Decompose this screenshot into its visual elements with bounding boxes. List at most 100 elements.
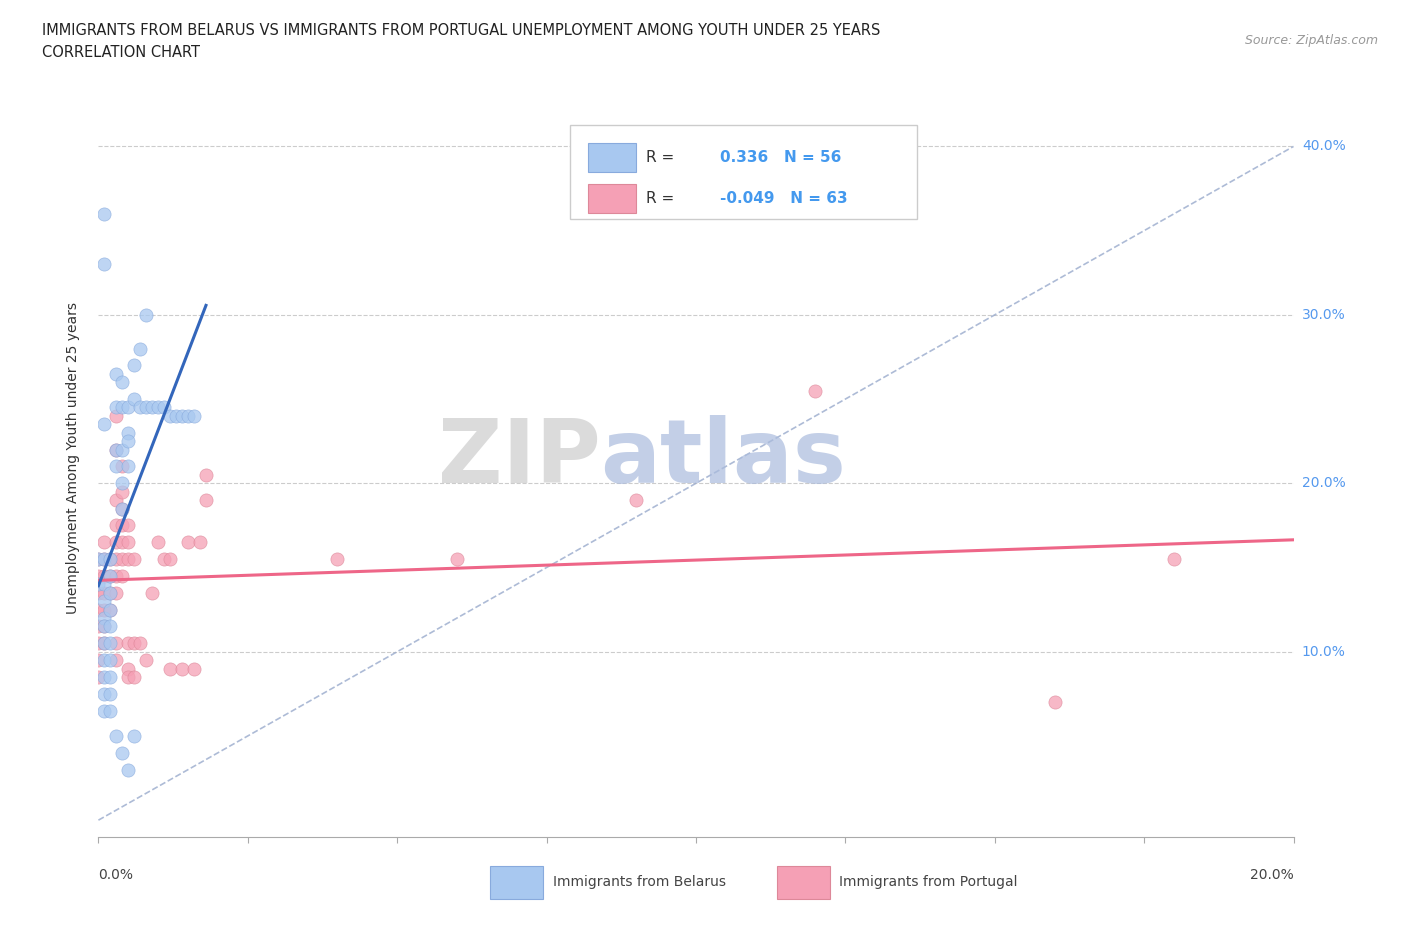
Point: [93, 611, 115, 626]
Point: [117, 551, 139, 566]
Point: [117, 535, 139, 550]
Point: [87, 636, 110, 651]
Point: [111, 551, 134, 566]
FancyBboxPatch shape: [491, 866, 543, 899]
Point: [129, 400, 152, 415]
Point: [87, 568, 110, 583]
Point: [111, 568, 134, 583]
Point: [105, 442, 128, 457]
Point: [93, 636, 115, 651]
FancyBboxPatch shape: [778, 866, 830, 899]
Point: [111, 501, 134, 516]
Text: 30.0%: 30.0%: [1302, 308, 1346, 322]
Point: [624, 493, 647, 508]
Point: [98, 568, 122, 583]
Point: [1043, 695, 1066, 710]
Point: [172, 408, 194, 423]
Point: [98, 585, 122, 600]
Text: Immigrants from Portugal: Immigrants from Portugal: [839, 875, 1018, 889]
Text: R =: R =: [645, 150, 679, 165]
Text: 20.0%: 20.0%: [1302, 476, 1346, 490]
Text: R =: R =: [645, 191, 679, 206]
Point: [159, 551, 181, 566]
Text: IMMIGRANTS FROM BELARUS VS IMMIGRANTS FROM PORTUGAL UNEMPLOYMENT AMONG YOUTH UND: IMMIGRANTS FROM BELARUS VS IMMIGRANTS FR…: [42, 23, 880, 38]
Point: [98, 653, 122, 668]
Point: [177, 408, 200, 423]
Point: [124, 551, 146, 566]
Point: [804, 383, 827, 398]
Point: [446, 551, 468, 566]
Point: [117, 459, 139, 474]
Point: [93, 568, 115, 583]
Point: [105, 636, 128, 651]
Point: [124, 358, 146, 373]
Point: [183, 408, 205, 423]
Point: [105, 442, 128, 457]
Point: [93, 670, 115, 684]
Y-axis label: Unemployment Among Youth under 25 years: Unemployment Among Youth under 25 years: [66, 302, 80, 614]
Point: [111, 518, 134, 533]
Point: [111, 745, 134, 760]
Point: [1163, 551, 1185, 566]
FancyBboxPatch shape: [571, 125, 917, 219]
Point: [105, 653, 128, 668]
Text: Source: ZipAtlas.com: Source: ZipAtlas.com: [1244, 34, 1378, 47]
Text: Immigrants from Belarus: Immigrants from Belarus: [553, 875, 725, 889]
Point: [117, 433, 139, 448]
Point: [153, 551, 176, 566]
Point: [98, 636, 122, 651]
Point: [117, 400, 139, 415]
Point: [93, 551, 115, 566]
Point: [93, 653, 115, 668]
Point: [159, 408, 181, 423]
Point: [124, 728, 146, 743]
Point: [93, 686, 115, 701]
Point: [105, 728, 128, 743]
Point: [148, 400, 170, 415]
Text: 0.336   N = 56: 0.336 N = 56: [720, 150, 841, 165]
Point: [105, 400, 128, 415]
Point: [159, 661, 181, 676]
Point: [98, 551, 122, 566]
Point: [98, 703, 122, 718]
Point: [87, 603, 110, 618]
Point: [117, 661, 139, 676]
Point: [135, 653, 157, 668]
Text: 20.0%: 20.0%: [1250, 868, 1294, 882]
Point: [87, 551, 110, 566]
Point: [87, 670, 110, 684]
Point: [93, 551, 115, 566]
Point: [105, 568, 128, 583]
Text: atlas: atlas: [600, 415, 846, 501]
Text: CORRELATION CHART: CORRELATION CHART: [42, 45, 200, 60]
Point: [87, 551, 110, 566]
Point: [93, 585, 115, 600]
Point: [93, 636, 115, 651]
Point: [93, 577, 115, 591]
Point: [135, 400, 157, 415]
Point: [105, 408, 128, 423]
Point: [105, 493, 128, 508]
Point: [87, 653, 110, 668]
Point: [141, 585, 163, 600]
Point: [105, 518, 128, 533]
Point: [93, 417, 115, 432]
Point: [117, 670, 139, 684]
Point: [165, 408, 187, 423]
Point: [93, 703, 115, 718]
Point: [153, 400, 176, 415]
Point: [111, 485, 134, 499]
Point: [124, 670, 146, 684]
Point: [105, 366, 128, 381]
Point: [117, 518, 139, 533]
Point: [93, 603, 115, 618]
Point: [93, 257, 115, 272]
Point: [111, 476, 134, 491]
Point: [194, 468, 218, 483]
Point: [98, 686, 122, 701]
Point: [135, 308, 157, 323]
Point: [129, 636, 152, 651]
Point: [98, 603, 122, 618]
Point: [87, 577, 110, 591]
Point: [111, 501, 134, 516]
